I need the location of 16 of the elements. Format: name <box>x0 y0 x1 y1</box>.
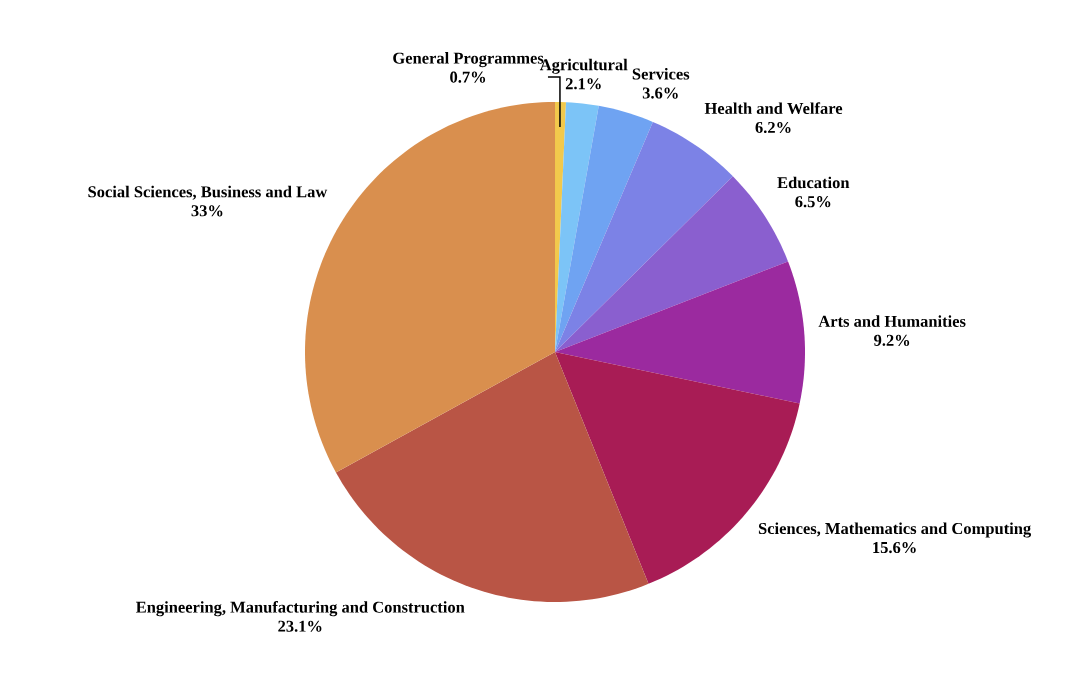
slice-label: Education <box>777 176 850 189</box>
data-label: 6.2% <box>755 121 791 134</box>
data-label: 3.6% <box>642 87 678 99</box>
slice-label: Health and Welfare <box>704 102 843 115</box>
data-label: 9.2% <box>874 334 910 346</box>
data-label: 2.1% <box>565 78 601 90</box>
data-label: 6.5% <box>795 196 831 208</box>
data-label: 0.7% <box>450 71 486 83</box>
data-label: 33% <box>191 205 223 217</box>
data-label: 15.6% <box>873 541 916 554</box>
slice-label: Social Sciences, Business and Law <box>88 185 328 200</box>
slice-label: Services <box>632 67 690 80</box>
slice-label: Sciences, Mathematics and Computing <box>758 522 1032 538</box>
slice-label: Arts and Humanities <box>818 315 966 327</box>
slice-label: Engineering, Manufacturing and Construction <box>136 600 465 617</box>
data-label: 23.1% <box>278 620 322 632</box>
